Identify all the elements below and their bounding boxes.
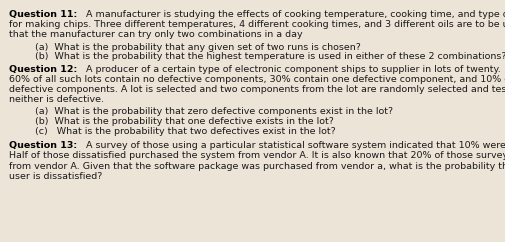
Text: Question 13:: Question 13:: [9, 141, 77, 150]
Text: that the manufacturer can try only two combinations in a day: that the manufacturer can try only two c…: [9, 30, 302, 39]
Text: for making chips. Three different temperatures, 4 different cooking times, and 3: for making chips. Three different temper…: [9, 20, 505, 29]
Text: (a)  What is the probability that any given set of two runs is chosen?: (a) What is the probability that any giv…: [35, 43, 361, 52]
Text: Question 11:: Question 11:: [9, 10, 77, 19]
Text: from vendor A. Given that the software package was purchased from vendor a, what: from vendor A. Given that the software p…: [9, 162, 505, 171]
Text: A survey of those using a particular statistical software system indicated that : A survey of those using a particular sta…: [77, 141, 505, 150]
Text: (b)  What is the probability that the highest temperature is used in either of t: (b) What is the probability that the hig…: [35, 52, 505, 61]
Text: Question 12:: Question 12:: [9, 65, 77, 74]
Text: user is dissatisfied?: user is dissatisfied?: [9, 172, 103, 181]
Text: A manufacturer is studying the effects of cooking temperature, cooking time, and: A manufacturer is studying the effects o…: [77, 10, 505, 19]
Text: (b)  What is the probability that one defective exists in the lot?: (b) What is the probability that one def…: [35, 117, 334, 126]
Text: Half of those dissatisfied purchased the system from vendor A. It is also known : Half of those dissatisfied purchased the…: [9, 151, 505, 160]
Text: (a)  What is the probability that zero defective components exist in the lot?: (a) What is the probability that zero de…: [35, 107, 393, 116]
Text: defective components. A lot is selected and two components from the lot are rand: defective components. A lot is selected …: [9, 85, 505, 94]
Text: neither is defective.: neither is defective.: [9, 95, 104, 104]
Text: (c)   What is the probability that two defectives exist in the lot?: (c) What is the probability that two def…: [35, 127, 336, 136]
Text: A producer of a certain type of electronic component ships to supplier in lots o: A producer of a certain type of electron…: [77, 65, 505, 74]
Text: 60% of all such lots contain no defective components, 30% contain one defective : 60% of all such lots contain no defectiv…: [9, 75, 505, 84]
